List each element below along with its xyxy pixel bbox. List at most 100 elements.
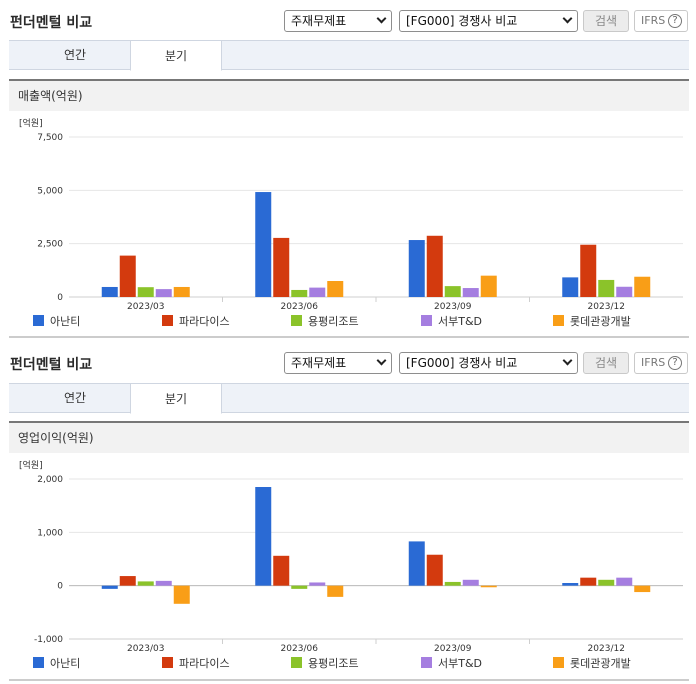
report-type-value: 주재무제표 — [291, 356, 347, 370]
unit-label: [억원] — [19, 459, 43, 471]
report-type-value: 주재무제표 — [291, 14, 347, 28]
bar — [462, 579, 479, 586]
ifrs-label: IFRS — [641, 14, 666, 27]
x-tick-label: 2023/12 — [588, 302, 625, 312]
compare-select-2[interactable]: [FG000] 경쟁사 비교 — [399, 352, 578, 374]
tab-quarterly[interactable]: 분기 — [130, 383, 222, 414]
bar — [408, 240, 425, 297]
x-tick-label: 2023/03 — [127, 302, 164, 312]
x-tick-label: 2023/09 — [434, 302, 472, 312]
y-tick-label: 7,500 — [37, 133, 63, 143]
search-button[interactable]: 검색 — [583, 10, 629, 32]
bar — [273, 555, 290, 586]
bar — [480, 275, 497, 297]
bar — [634, 585, 651, 593]
bar — [580, 244, 597, 297]
x-tick-label: 2023/09 — [434, 644, 472, 654]
bar — [119, 576, 136, 586]
section-header-operating-profit: 영업이익(억원) — [9, 421, 689, 453]
compare-select[interactable]: [FG000] 경쟁사 비교 — [399, 10, 578, 32]
bar — [327, 281, 344, 297]
legend-label: 파라다이스 — [179, 315, 230, 328]
chevron-down-icon — [562, 13, 573, 24]
x-tick-label: 2023/06 — [281, 644, 319, 654]
legend-label: 아난티 — [50, 657, 80, 670]
bar — [616, 286, 633, 297]
bar — [155, 580, 172, 586]
compare-value: [FG000] 경쟁사 비교 — [406, 14, 518, 28]
chevron-down-icon — [562, 355, 573, 366]
chevron-down-icon — [376, 355, 387, 366]
unit-label: [억원] — [19, 117, 43, 129]
operating-profit-chart-svg: [억원] -1,000 0 1,000 2,000 2023/03 2023/06 2023/… — [19, 459, 683, 670]
legend-swatch — [33, 657, 44, 668]
legend-label: 서부T&D — [438, 315, 482, 328]
bar — [309, 287, 326, 297]
tab-annual[interactable]: 연간 — [63, 391, 87, 405]
y-tick-label: 2,000 — [37, 475, 63, 485]
legend-swatch — [33, 315, 44, 326]
report-type-select-2[interactable]: 주재무제표 — [284, 352, 392, 374]
y-tick-label: 2,500 — [37, 240, 63, 250]
legend-label: 서부T&D — [438, 657, 482, 670]
legend-label: 용평리조트 — [308, 657, 359, 670]
bar — [173, 585, 190, 604]
period-tabs-2: 연간 분기 — [9, 383, 689, 414]
divider — [9, 679, 689, 681]
ifrs-button[interactable]: IFRS ? — [634, 10, 688, 32]
legend-label: 아난티 — [50, 315, 80, 328]
ifrs-button-2[interactable]: IFRS ? — [634, 352, 688, 374]
bar — [444, 286, 461, 297]
bar — [598, 279, 615, 297]
chevron-down-icon — [376, 13, 387, 24]
period-tabs: 연간 분기 — [9, 40, 689, 71]
report-type-select[interactable]: 주재무제표 — [284, 10, 392, 32]
legend-swatch — [291, 315, 302, 326]
x-tick-label: 2023/03 — [127, 644, 164, 654]
y-tick-label: -1,000 — [34, 635, 63, 645]
y-tick-label: 0 — [57, 582, 63, 592]
bar — [101, 585, 118, 589]
tab-annual[interactable]: 연간 — [63, 48, 87, 62]
bar — [598, 579, 615, 586]
panel-title-2: 펀더멘털 비교 — [10, 357, 93, 373]
x-tick-label: 2023/12 — [588, 644, 625, 654]
panel-header-2: 펀더멘털 비교 주재무제표 [FG000] 경쟁사 비교 검색 IFRS ? — [0, 348, 696, 378]
bar — [291, 585, 308, 589]
legend-label: 파라다이스 — [179, 657, 230, 670]
bar — [480, 585, 497, 588]
help-icon: ? — [668, 356, 682, 370]
divider — [9, 336, 689, 338]
bar — [137, 287, 154, 297]
legend-swatch — [162, 657, 173, 668]
bar — [562, 583, 579, 586]
tab-quarterly[interactable]: 분기 — [130, 40, 222, 71]
legend-swatch — [421, 315, 432, 326]
revenue-chart: [억원] 0 2,500 5,000 7,500 2023/03 2023/06 2023/0… — [9, 113, 689, 335]
bar — [426, 554, 443, 586]
bar — [291, 289, 308, 297]
y-tick-label: 1,000 — [37, 528, 63, 538]
panel-title: 펀더멘털 비교 — [10, 15, 93, 31]
bar — [562, 277, 579, 297]
bar — [327, 585, 344, 597]
ifrs-label: IFRS — [641, 356, 666, 369]
search-button-2[interactable]: 검색 — [583, 352, 629, 374]
bar — [119, 255, 136, 297]
bar — [137, 581, 154, 586]
bar — [255, 487, 272, 586]
help-icon: ? — [668, 14, 682, 28]
bar — [616, 577, 633, 586]
legend-swatch — [553, 315, 564, 326]
revenue-chart-svg: [억원] 0 2,500 5,000 7,500 2023/03 2023/06 2023/0… — [19, 117, 683, 328]
legend-swatch — [291, 657, 302, 668]
bar — [309, 582, 326, 586]
bar — [462, 288, 479, 297]
section-header-revenue: 매출액(억원) — [9, 79, 689, 111]
compare-value: [FG000] 경쟁사 비교 — [406, 356, 518, 370]
bar — [634, 276, 651, 297]
legend-swatch — [421, 657, 432, 668]
y-tick-label: 5,000 — [37, 186, 63, 196]
bar — [173, 286, 190, 297]
legend-label: 용평리조트 — [308, 315, 359, 328]
